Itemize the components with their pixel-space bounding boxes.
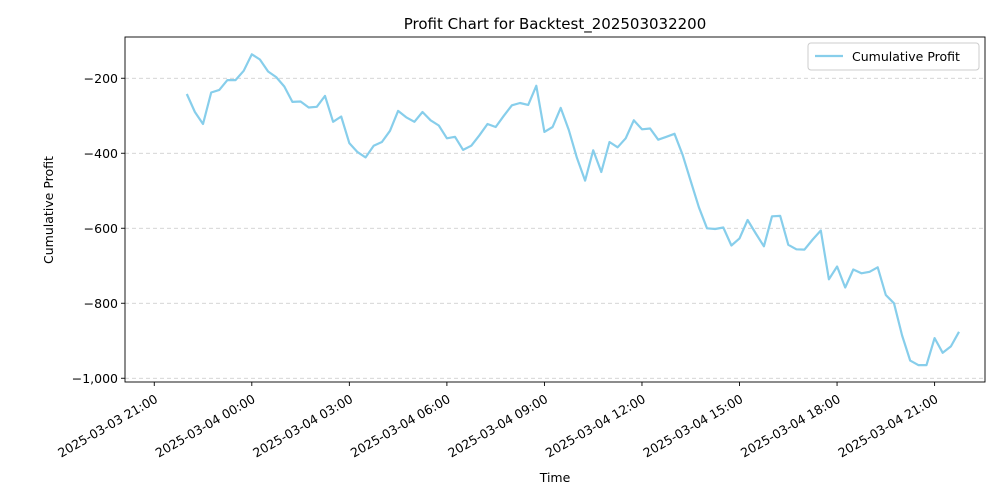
- legend-label: Cumulative Profit: [852, 49, 960, 64]
- x-tick-label: 2025-03-04 00:00: [153, 391, 258, 460]
- plot-frame: [124, 36, 986, 383]
- y-tick-label: −800: [84, 296, 118, 311]
- x-tick-label: 2025-03-04 09:00: [445, 391, 550, 460]
- y-tick-label: −400: [84, 146, 118, 161]
- series-layer: [185, 53, 960, 367]
- x-axis-label: Time: [539, 470, 571, 485]
- cumulative-profit-line: [185, 53, 960, 367]
- legend: Cumulative Profit: [807, 42, 980, 71]
- x-tick-label: 2025-03-04 12:00: [543, 391, 648, 460]
- y-axis-ticks: −200 −400 −600 −800 −1,000: [72, 71, 125, 386]
- y-tick-label: −600: [84, 221, 118, 236]
- y-tick-label: −1,000: [72, 371, 118, 386]
- grid-lines: [125, 77, 985, 379]
- x-tick-label: 2025-03-04 06:00: [348, 391, 453, 460]
- y-tick-label: −200: [84, 71, 118, 86]
- x-tick-label: 2025-03-03 21:00: [55, 391, 160, 460]
- x-tick-label: 2025-03-04 15:00: [640, 391, 745, 460]
- x-tick-label: 2025-03-04 21:00: [835, 391, 940, 460]
- y-axis-label: Cumulative Profit: [41, 156, 56, 264]
- x-tick-label: 2025-03-04 03:00: [250, 391, 355, 460]
- legend-box: [807, 42, 980, 71]
- x-tick-label: 2025-03-04 18:00: [738, 391, 843, 460]
- chart-title: Profit Chart for Backtest_202503032200: [404, 15, 707, 34]
